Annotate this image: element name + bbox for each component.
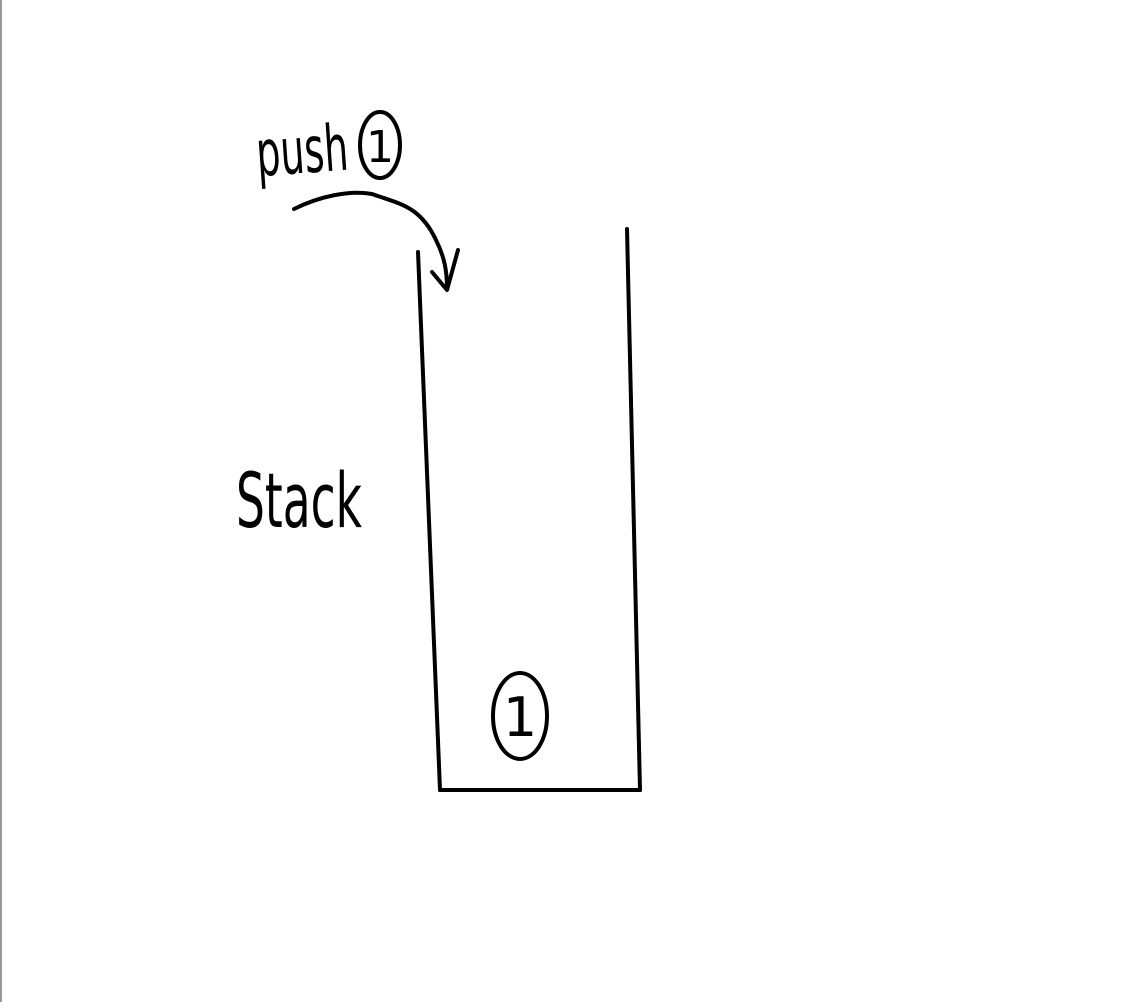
stack-item-text: 1 [503, 686, 537, 749]
stack-right-wall [625, 227, 642, 792]
stack-item: 1 [491, 671, 549, 761]
stack-container [416, 227, 642, 792]
stack-label: Stack [236, 456, 362, 545]
push-label: push [254, 112, 351, 192]
stack-left-wall [416, 250, 442, 792]
push-value-text: 1 [366, 122, 394, 173]
push-value-circle: 1 [358, 110, 402, 180]
push-arrow [292, 190, 460, 292]
